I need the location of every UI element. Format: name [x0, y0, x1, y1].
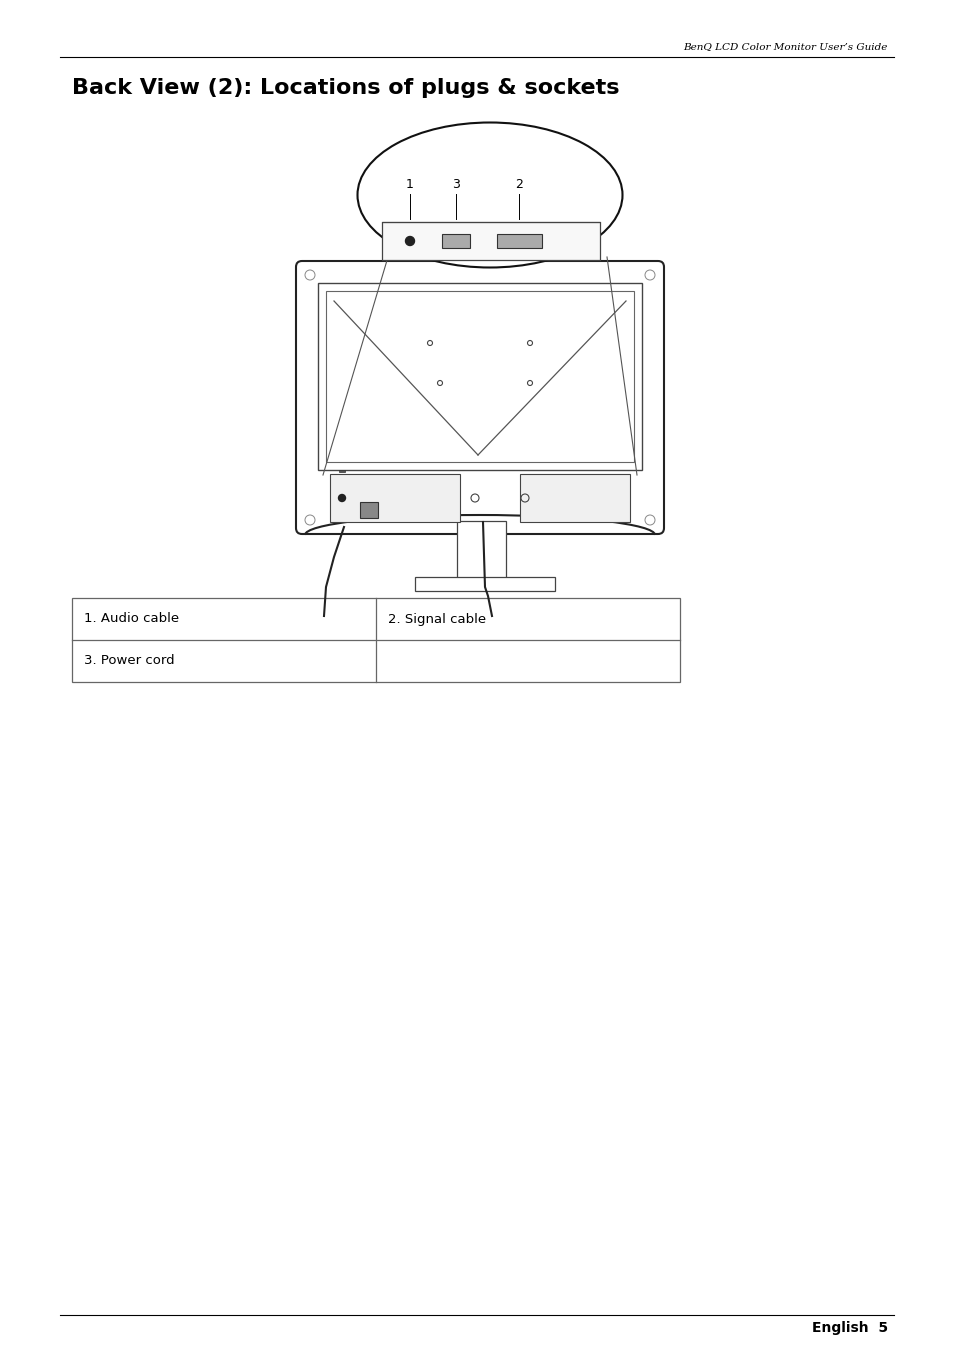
Text: BenQ LCD Color Monitor User’s Guide: BenQ LCD Color Monitor User’s Guide [683, 42, 887, 51]
Circle shape [338, 494, 345, 501]
Text: 3: 3 [452, 177, 459, 190]
Text: Back View (2): Locations of plugs & sockets: Back View (2): Locations of plugs & sock… [71, 78, 618, 99]
Text: English  5: English 5 [811, 1321, 887, 1335]
Bar [317, 282, 641, 470]
Bar [330, 474, 459, 521]
Bar [519, 474, 629, 521]
Ellipse shape [357, 123, 622, 267]
Text: 2: 2 [515, 177, 522, 190]
Bar [441, 234, 470, 249]
Text: 3. Power cord: 3. Power cord [84, 654, 174, 667]
Text: 2. Signal cable: 2. Signal cable [388, 612, 486, 626]
Bar [338, 470, 345, 471]
Bar [381, 222, 599, 259]
Bar [71, 598, 679, 682]
Text: 1: 1 [406, 177, 414, 190]
Bar [359, 503, 377, 517]
FancyBboxPatch shape [295, 261, 663, 534]
Circle shape [405, 236, 414, 246]
Bar [415, 577, 555, 590]
Text: 1. Audio cable: 1. Audio cable [84, 612, 179, 626]
Bar [497, 234, 541, 249]
FancyBboxPatch shape [456, 521, 505, 578]
Bar [326, 290, 634, 462]
